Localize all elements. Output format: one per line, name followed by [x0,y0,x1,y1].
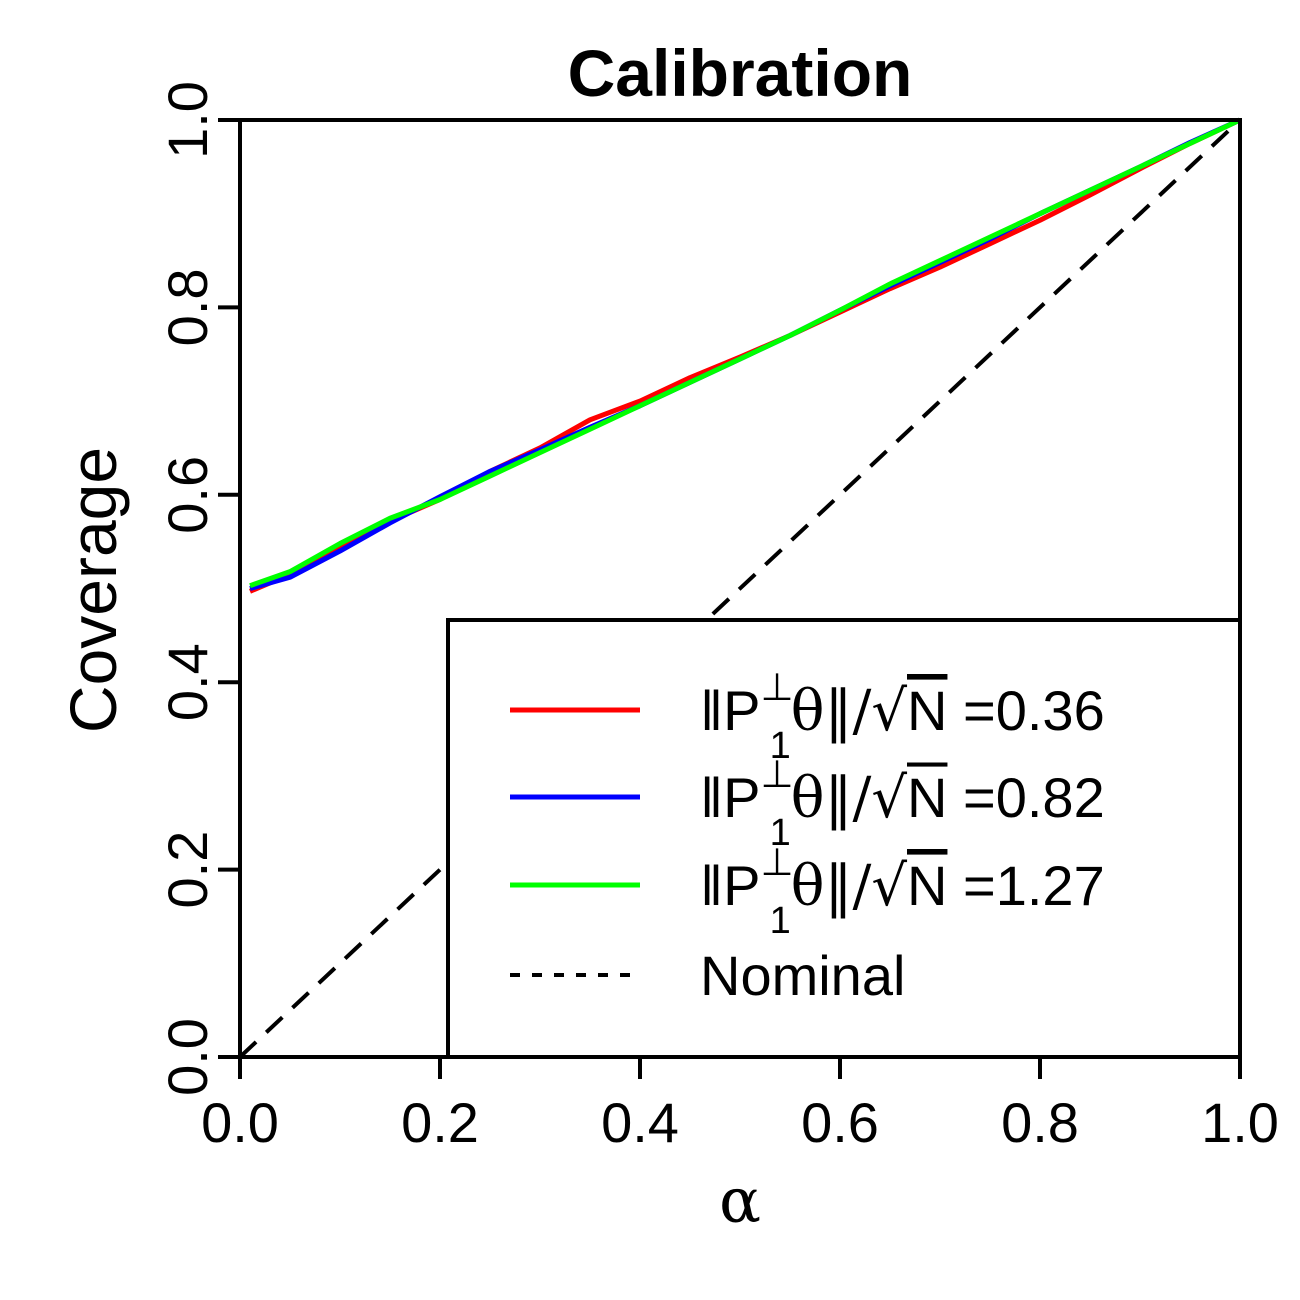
legend-label-prefix: ‖P [700,854,760,917]
legend-label-n: N [907,766,947,829]
legend-label-nominal: Nominal [700,944,905,1007]
y-tick-label: 1.0 [156,81,219,159]
legend-label-sup: ⊥ [760,667,793,709]
legend-label-n: N [907,854,947,917]
legend-label-sub: 1 [770,900,791,942]
x-tick-label: 0.8 [1001,1091,1079,1154]
legend-label-n: N [907,679,947,742]
plot-lines [238,117,1242,1059]
y-tick-label: 0.2 [156,831,219,909]
nominal-line [238,118,1242,1059]
series-line-3 [249,117,1242,589]
y-tick-label: 0.4 [156,643,219,721]
legend-label-mid: θ‖/√ [791,766,908,831]
legend-label-sup: ⊥ [760,842,793,884]
x-axis-title: α [719,1164,761,1237]
x-tick-label: 0.4 [601,1091,679,1154]
legend-label-sub: 1 [770,812,791,854]
legend-label-mid: θ‖/√ [791,854,908,919]
legend-label-sup: ⊥ [760,754,793,796]
x-tick-label: 0.6 [801,1091,879,1154]
y-tick-label: 0.6 [156,456,219,534]
legend-label-mid: θ‖/√ [791,679,908,744]
chart-title: Calibration [568,36,913,110]
legend-label-sub: 1 [770,725,791,767]
legend-label-1: ‖P⊥ 1θ‖/√N =0.36 [700,667,1105,767]
y-axis-title: Coverage [56,447,130,733]
legend-label-2: ‖P⊥ 1θ‖/√N =0.82 [700,754,1105,854]
x-tick-label: 1.0 [1201,1091,1279,1154]
x-tick-label: 0.2 [401,1091,479,1154]
y-axis-ticks: 0.0 0.2 0.4 0.6 0.8 1.0 [156,81,240,1096]
legend-label-3: ‖P⊥ 1θ‖/√N =1.27 [700,842,1105,942]
x-tick-label: 0.0 [201,1091,279,1154]
legend-label-value: =1.27 [947,854,1104,917]
legend-label-prefix: ‖P [700,766,760,829]
legend: ‖P⊥ 1θ‖/√N =0.36‖P⊥ 1θ‖/√N =0.82‖P⊥ 1θ‖/√N … [446,618,1242,1059]
y-tick-label: 0.8 [156,268,219,346]
x-axis-ticks: 0.0 0.2 0.4 0.6 0.8 1.0 [201,1057,1279,1154]
legend-label-prefix: ‖P [700,679,760,742]
legend-box [446,618,1242,1059]
y-tick-label: 0.0 [156,1018,219,1096]
legend-label-value: =0.82 [947,766,1104,829]
legend-label-value: =0.36 [947,679,1104,742]
